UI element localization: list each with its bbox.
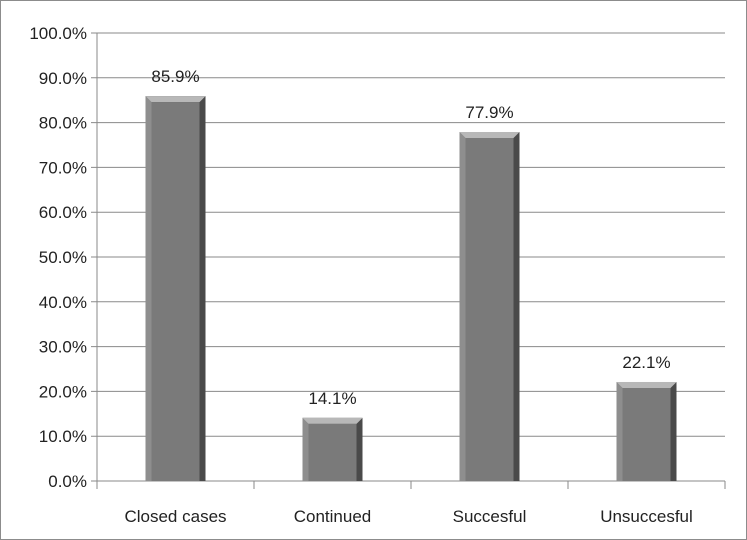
bar-bevel-left [302, 417, 309, 481]
bar-bevel-right [356, 417, 363, 481]
y-tick-label: 90.0% [39, 69, 87, 88]
bar-bevel-left [616, 381, 623, 481]
bar-bevel-left [145, 96, 152, 481]
y-tick-label: 40.0% [39, 293, 87, 312]
data-label: 22.1% [622, 353, 670, 372]
bar-face [622, 387, 671, 481]
x-category-label: Closed cases [124, 507, 226, 526]
data-label: 77.9% [465, 103, 513, 122]
y-tick-label: 60.0% [39, 203, 87, 222]
bar: 77.9% [459, 103, 520, 481]
bar: 14.1% [302, 389, 363, 481]
y-tick-label: 80.0% [39, 114, 87, 133]
y-tick-label: 10.0% [39, 427, 87, 446]
y-tick-label: 70.0% [39, 158, 87, 177]
x-axis-categories: Closed cases Continued Succesful Unsuccesfu… [124, 507, 692, 526]
y-tick-label: 0.0% [48, 472, 87, 491]
bars: 85.9% 14.1% 77.9% 22.1% [145, 67, 677, 481]
data-label: 14.1% [308, 389, 356, 408]
data-label: 85.9% [151, 67, 199, 86]
y-tick-label: 100.0% [29, 24, 87, 43]
y-tick-label: 30.0% [39, 338, 87, 357]
bar-bevel-right [513, 132, 520, 481]
bar: 85.9% [145, 67, 206, 481]
bar-bevel-right [199, 96, 206, 481]
y-axis-ticks: 0.0% 10.0% 20.0% 30.0% 40.0% 50.0% 60.0% 70.0% 8… [29, 24, 87, 491]
bar-bevel-top [302, 417, 363, 424]
bar: 22.1% [616, 353, 677, 481]
bar-bevel-right [670, 381, 677, 481]
bar-bevel-top [145, 96, 206, 103]
bar-face [308, 423, 357, 481]
x-category-label: Succesful [453, 507, 527, 526]
bar-face [465, 138, 514, 481]
y-tick-label: 20.0% [39, 382, 87, 401]
x-category-label: Unsuccesful [600, 507, 693, 526]
bar-bevel-left [459, 132, 466, 481]
x-category-label: Continued [294, 507, 372, 526]
bar-bevel-top [616, 381, 677, 388]
bar-face [151, 102, 200, 481]
y-tick-label: 50.0% [39, 248, 87, 267]
bar-bevel-top [459, 132, 520, 139]
